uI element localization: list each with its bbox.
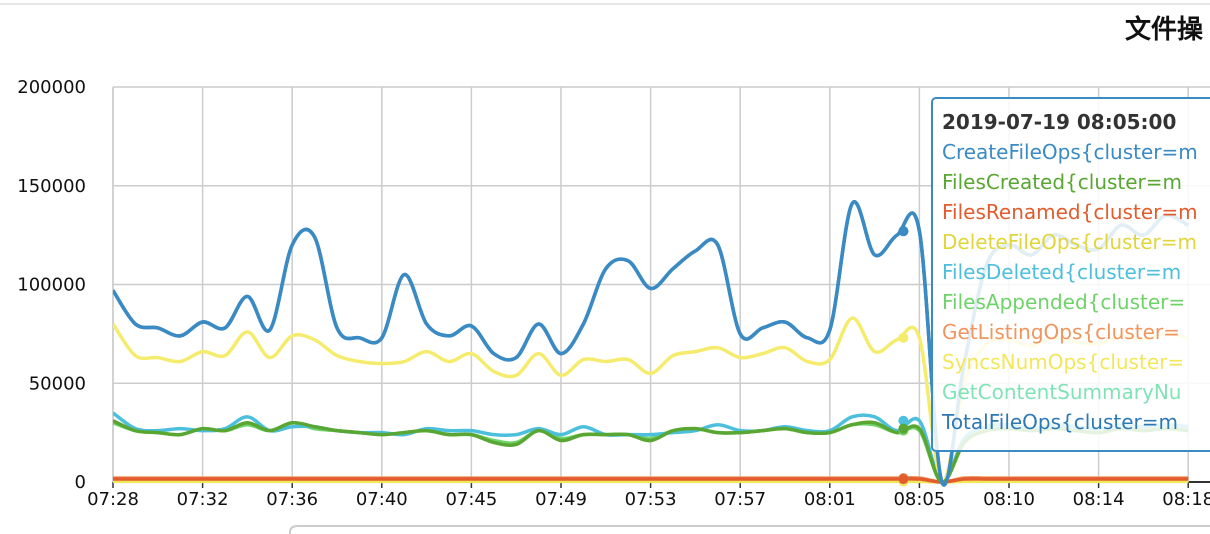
x-tick-label: 07:40 [356, 489, 408, 510]
x-tick-label: 07:28 [87, 489, 139, 510]
x-tick-label: 08:01 [804, 489, 856, 510]
x-tick-label: 07:32 [177, 489, 229, 510]
hover-dot [898, 423, 909, 434]
tooltip-series: FilesCreated{cluster=m [942, 170, 1183, 194]
tooltip-series: TotalFileOps{cluster=m [942, 410, 1179, 434]
x-tick-label: 07:57 [714, 489, 766, 510]
tooltip-series: FilesRenamed{cluster=m [942, 200, 1198, 224]
hover-dot [898, 226, 909, 237]
tooltip-series: DeleteFileOps{cluster=m [942, 230, 1198, 254]
panel-border [289, 525, 1210, 534]
y-tick-label: 50000 [29, 373, 86, 394]
y-tick-label: 200000 [17, 77, 86, 98]
series-line [113, 477, 1189, 484]
tooltip-series: FilesAppended{cluster= [942, 290, 1186, 314]
x-tick-label: 07:49 [535, 489, 587, 510]
tooltip-series: GetListingOps{cluster= [942, 320, 1180, 344]
hover-dot [898, 474, 909, 485]
tooltip-series: GetContentSummaryNu [942, 380, 1182, 404]
hover-dot [898, 332, 909, 343]
x-tick-label: 08:14 [1073, 489, 1125, 510]
tooltip-series: FilesDeleted{cluster=m [942, 260, 1182, 284]
tooltip-series: CreateFileOps{cluster=m [942, 140, 1198, 164]
series-line [113, 479, 1189, 484]
hover-dot [898, 415, 909, 426]
x-tick-label: 08:10 [983, 489, 1035, 510]
x-tick-label: 08:05 [893, 489, 945, 510]
tooltip-series: SyncsNumOps{cluster= [942, 350, 1185, 374]
y-tick-label: 150000 [17, 176, 86, 197]
y-tick-label: 100000 [17, 275, 86, 296]
x-tick-label: 07:45 [445, 489, 497, 510]
tooltip: 2019-07-19 08:05:00 CreateFileOps{cluste… [931, 97, 1210, 452]
y-tick-label: 0 [75, 472, 86, 493]
x-tick-label: 08:18 [1162, 489, 1210, 510]
x-tick-label: 07:36 [266, 489, 318, 510]
tooltip-title: 2019-07-19 08:05:00 [942, 110, 1177, 134]
chart-title: 文件操 [1125, 14, 1204, 45]
x-tick-label: 07:53 [625, 489, 677, 510]
